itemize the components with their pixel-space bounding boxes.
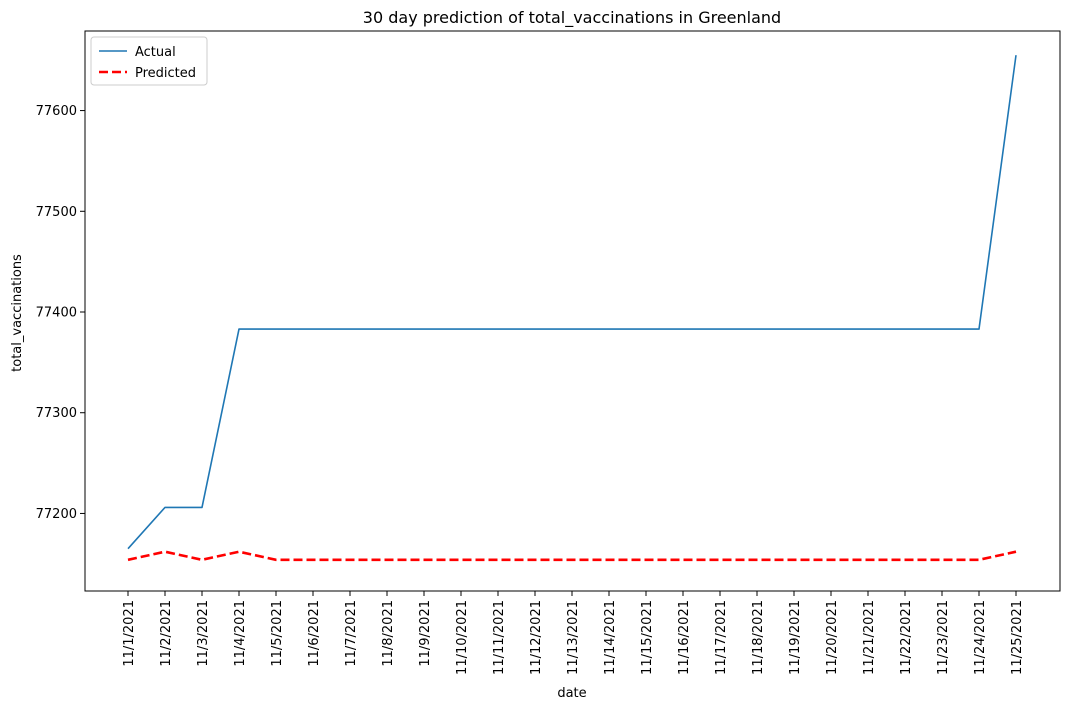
series-line-actual xyxy=(127,55,1017,550)
x-tick-label: 11/20/2021 xyxy=(825,600,840,675)
x-tick-label: 11/14/2021 xyxy=(603,600,618,675)
x-tick-label: 11/25/2021 xyxy=(1010,600,1025,675)
y-tick-label: 77200 xyxy=(36,507,77,522)
x-tick-label: 11/1/2021 xyxy=(122,600,137,667)
legend: Actual Predicted xyxy=(90,36,208,86)
x-tick-label: 11/24/2021 xyxy=(973,600,988,675)
x-tick-label: 11/15/2021 xyxy=(640,600,655,675)
x-tick-label: 11/8/2021 xyxy=(381,600,396,667)
x-tick-label: 11/19/2021 xyxy=(788,600,803,675)
x-tick-label: 11/13/2021 xyxy=(566,600,581,675)
y-axis-label: total_vaccinations xyxy=(10,254,25,372)
y-tick-label: 77600 xyxy=(36,104,77,119)
x-tick-label: 11/11/2021 xyxy=(492,600,507,675)
x-tick-label: 11/9/2021 xyxy=(418,600,433,667)
y-tick-label: 77400 xyxy=(36,306,77,321)
x-tick-label: 11/7/2021 xyxy=(344,600,359,667)
x-tick-label: 11/12/2021 xyxy=(529,600,544,675)
x-tick-label: 11/5/2021 xyxy=(270,600,285,667)
x-tick-label: 11/10/2021 xyxy=(455,600,470,675)
x-tick-label: 11/21/2021 xyxy=(862,600,877,675)
legend-label-actual: Actual xyxy=(135,45,176,60)
y-tick-label: 77500 xyxy=(36,205,77,220)
legend-label-predicted: Predicted xyxy=(135,66,196,81)
x-tick-label: 11/17/2021 xyxy=(714,600,729,675)
x-tick-label: 11/16/2021 xyxy=(677,600,692,675)
x-tick-label: 11/18/2021 xyxy=(751,600,766,675)
plot-area xyxy=(127,55,1017,562)
x-tick-label: 11/3/2021 xyxy=(196,600,211,667)
x-tick-label: 11/23/2021 xyxy=(936,600,951,675)
x-tick-label: 11/22/2021 xyxy=(899,600,914,675)
x-tick-label: 11/2/2021 xyxy=(159,600,174,667)
x-axis-label: date xyxy=(557,686,586,701)
chart-title: 30 day prediction of total_vaccinations … xyxy=(363,8,781,28)
series-line-predicted xyxy=(127,550,1017,562)
x-tick-label: 11/6/2021 xyxy=(307,600,322,667)
axes: 11/1/2021 11/2/2021 11/3/2021 11/4/2021 11/5… xyxy=(36,30,1061,675)
x-tick-label: 11/4/2021 xyxy=(233,600,248,667)
y-tick-label: 77300 xyxy=(36,406,77,421)
